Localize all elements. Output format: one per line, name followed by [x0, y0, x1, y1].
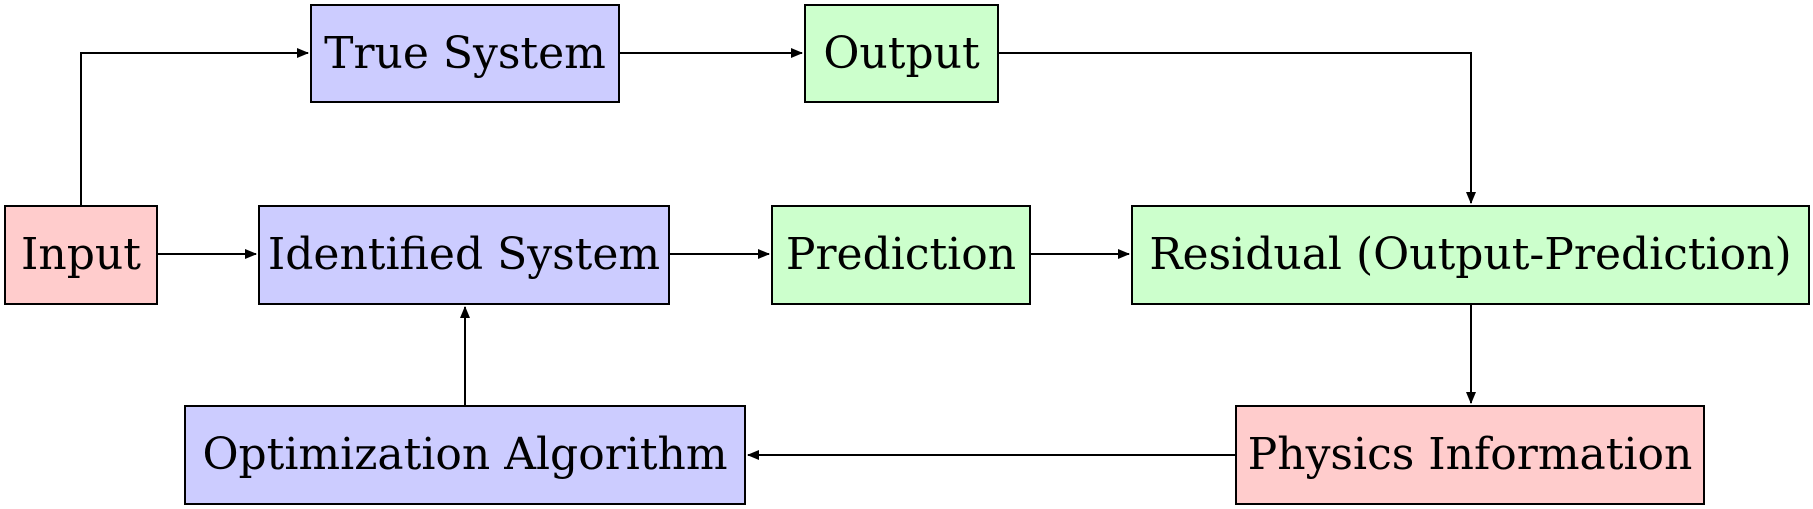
edge-input-to-true-system	[80, 48, 309, 205]
node-identified-system: Identified System	[258, 205, 670, 305]
node-prediction-label: Prediction	[785, 229, 1017, 280]
node-identified-system-label: Identified System	[267, 229, 661, 280]
node-input: Input	[4, 205, 158, 305]
node-output: Output	[804, 4, 999, 103]
node-residual: Residual (Output-Prediction)	[1131, 205, 1810, 305]
node-prediction: Prediction	[771, 205, 1031, 305]
node-output-label: Output	[823, 27, 980, 79]
node-optimization-algorithm: Optimization Algorithm	[184, 405, 746, 505]
node-optimization-algorithm-label: Optimization Algorithm	[202, 429, 728, 480]
node-true-system: True System	[310, 4, 620, 103]
node-true-system-label: True System	[324, 27, 606, 79]
node-input-label: Input	[21, 229, 141, 280]
node-physics-information: Physics Information	[1235, 405, 1705, 505]
node-residual-label: Residual (Output-Prediction)	[1149, 229, 1792, 280]
node-physics-information-label: Physics Information	[1247, 429, 1693, 480]
edge-output-to-residual	[999, 52, 1476, 204]
